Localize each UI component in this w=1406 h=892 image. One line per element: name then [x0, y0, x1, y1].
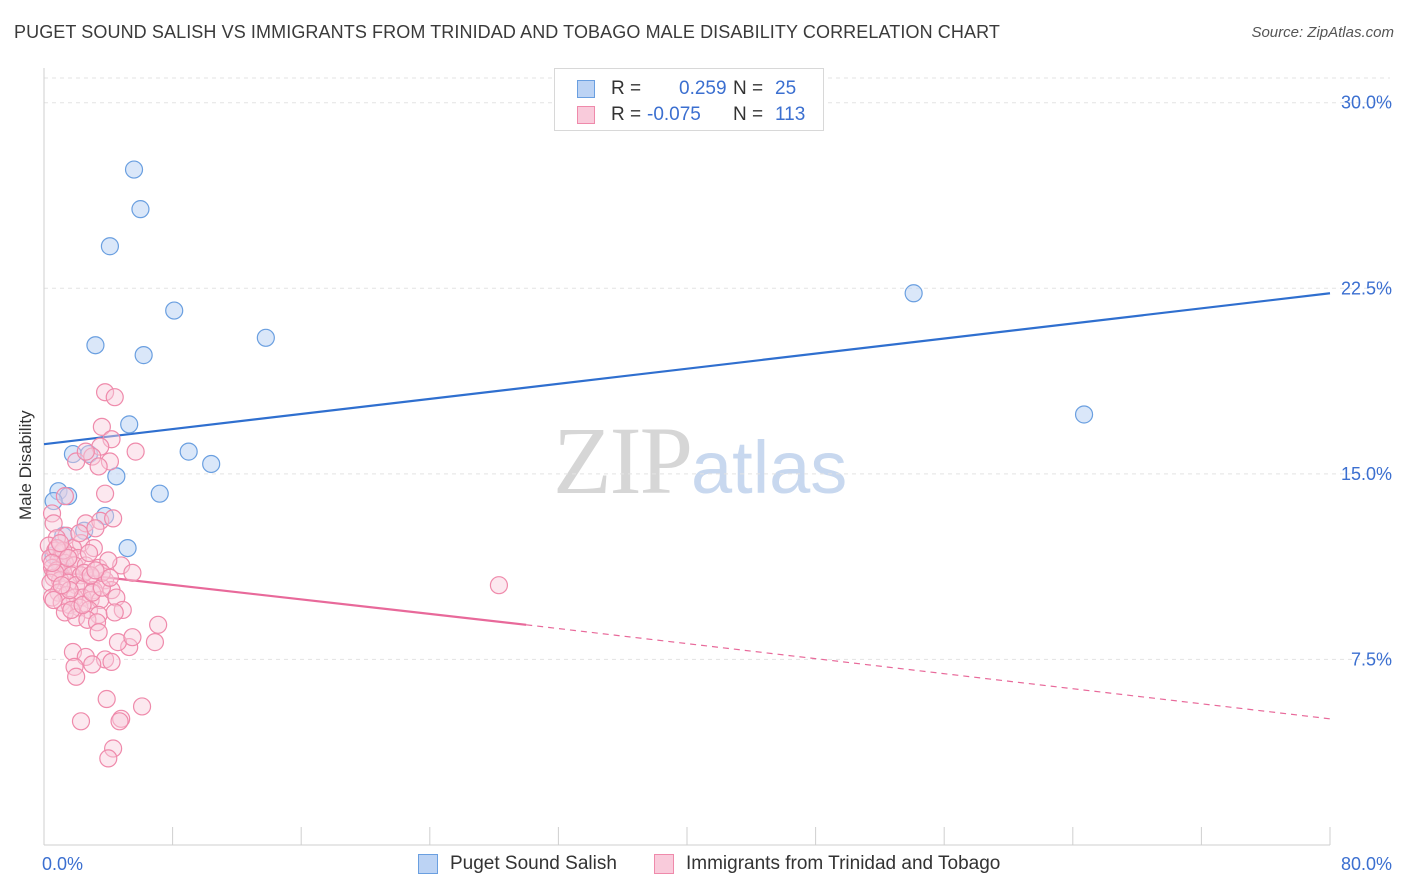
trend-layer [43, 292, 1331, 720]
legend-swatch-puget [577, 80, 595, 98]
point-trinidad [89, 623, 108, 642]
trendline-trinidad-extension [526, 624, 1331, 720]
point-trinidad [489, 576, 509, 595]
point-puget [179, 442, 198, 461]
y-tick-label: 7.5% [1351, 649, 1392, 669]
point-trinidad [123, 628, 142, 647]
point-trinidad [52, 576, 71, 595]
point-trinidad [73, 595, 92, 615]
legend-r-label: R = [611, 78, 642, 99]
point-puget [131, 200, 150, 219]
point-trinidad [105, 388, 124, 407]
legend-r-label: R = [611, 104, 642, 125]
point-puget [904, 284, 923, 303]
point-trinidad [67, 667, 86, 686]
point-trinidad [89, 457, 108, 476]
series-swatch-trinidad [654, 854, 674, 874]
point-trinidad [104, 739, 123, 758]
point-trinidad [70, 524, 89, 543]
point-trinidad [62, 600, 81, 620]
point-trinidad [59, 548, 78, 568]
point-trinidad [42, 553, 62, 573]
chart-title: PUGET SOUND SALISH VS IMMIGRANTS FROM TR… [14, 22, 1000, 42]
point-trinidad [100, 568, 120, 587]
point-puget [256, 328, 275, 347]
point-trinidad [86, 519, 105, 538]
legend-r-value: -0.075 [647, 104, 701, 125]
point-puget [100, 237, 120, 256]
point-trinidad [79, 543, 99, 563]
y-tick-label: 15.0% [1341, 464, 1392, 484]
legend-r-value: 0.259 [679, 78, 727, 99]
series-swatch-puget [418, 854, 438, 874]
point-trinidad [76, 514, 95, 533]
point-trinidad [71, 712, 91, 731]
legend-n-label: N = [733, 78, 764, 99]
point-trinidad [86, 561, 105, 580]
point-trinidad [132, 697, 152, 716]
point-trinidad [99, 749, 118, 768]
correlation-legend: R = 0.259 N = 25 R = -0.075 N = 113 [554, 68, 824, 131]
point-trinidad [110, 712, 129, 731]
point-trinidad [95, 484, 115, 503]
point-puget [202, 454, 221, 474]
point-trinidad [104, 509, 123, 528]
point-trinidad [76, 442, 95, 461]
watermark-atlas: atlas [691, 426, 848, 509]
point-trinidad [95, 383, 115, 402]
y-tick-label: 30.0% [1341, 93, 1392, 113]
point-puget [165, 301, 184, 320]
watermark-zip: ZIP [553, 407, 693, 514]
axis-layer [43, 68, 1331, 846]
series-name-puget: Puget Sound Salish [450, 853, 617, 874]
series-name-trinidad: Immigrants from Trinidad and Tobago [686, 853, 1001, 874]
trendline-trinidad [43, 569, 527, 626]
legend-n-value: 113 [775, 104, 806, 125]
trendline-puget [43, 292, 1331, 446]
legend-n-label: N = [733, 104, 764, 125]
point-trinidad [102, 430, 121, 449]
point-trinidad [100, 452, 120, 471]
watermark: ZIPatlas [553, 405, 847, 516]
legend-swatch-trinidad [577, 106, 595, 124]
point-trinidad [105, 603, 124, 622]
point-trinidad [145, 633, 165, 652]
point-trinidad [44, 514, 63, 533]
chart-source: Source: ZipAtlas.com [1251, 24, 1394, 41]
x-tick-label-max: 80.0% [1341, 854, 1392, 874]
point-trinidad [149, 615, 168, 634]
point-puget [1074, 405, 1094, 424]
point-trinidad [50, 534, 70, 553]
point-trinidad [123, 563, 142, 582]
point-trinidad [67, 452, 86, 471]
x-tick-label-min: 0.0% [42, 854, 83, 874]
point-trinidad [97, 689, 116, 709]
point-layer [39, 160, 1094, 768]
point-puget [120, 415, 139, 434]
point-puget [150, 484, 169, 503]
point-trinidad [55, 487, 74, 506]
point-trinidad [102, 652, 121, 672]
point-puget [124, 160, 144, 179]
point-trinidad [83, 655, 102, 674]
point-puget [86, 336, 105, 355]
point-puget [134, 346, 153, 365]
y-axis-label: Male Disability [16, 410, 35, 520]
point-trinidad [92, 417, 111, 436]
point-trinidad [44, 590, 63, 610]
point-trinidad [120, 637, 139, 657]
tick-label-layer: 7.5% 15.0% 22.5% 30.0% 0.0% 80.0% [42, 93, 1392, 874]
grid-layer [44, 77, 1390, 660]
legend-n-value: 25 [775, 78, 797, 99]
y-tick-label: 22.5% [1341, 278, 1392, 298]
point-puget [118, 538, 137, 558]
point-trinidad [108, 633, 128, 652]
point-trinidad [126, 442, 145, 461]
